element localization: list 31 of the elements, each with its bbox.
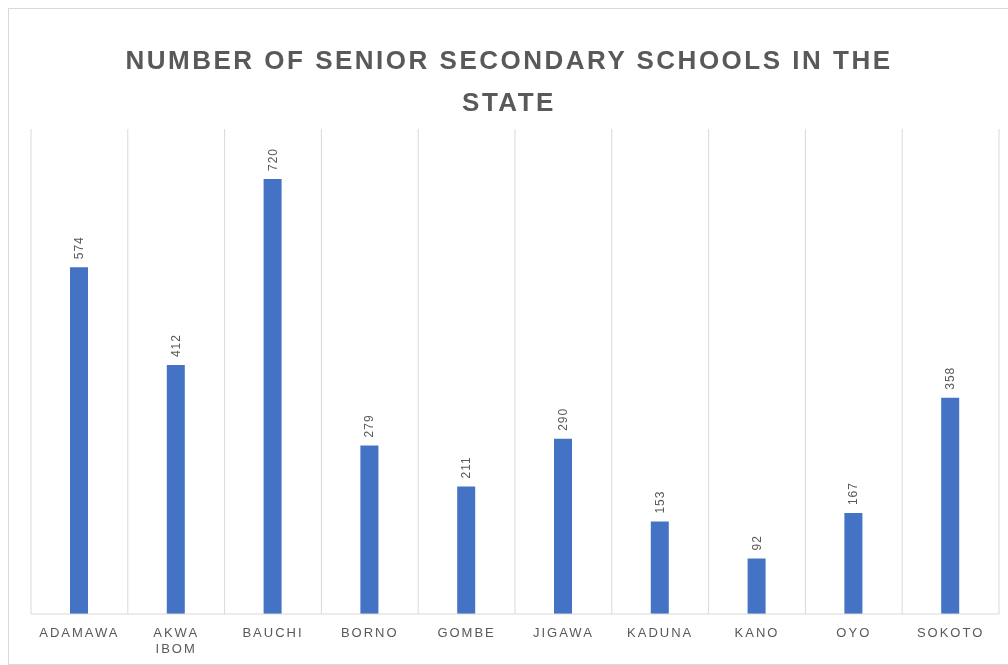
x-tick-label: JIGAWA: [532, 625, 594, 641]
x-tick-label: OYO: [836, 625, 872, 641]
chart-title: NUMBER OF SENIOR SECONDARY SCHOOLS IN THE STATE: [124, 44, 894, 119]
bar: [747, 558, 766, 614]
bar: [457, 486, 476, 614]
data-label: 153: [652, 490, 667, 514]
data-label: 211: [459, 456, 474, 479]
x-tick-label: BAUCHI: [242, 625, 304, 641]
x-tick-label: AKWA IBOM: [153, 625, 200, 657]
data-label: 412: [168, 334, 183, 358]
data-label: 720: [265, 147, 280, 172]
bar: [70, 267, 88, 614]
data-label: 358: [943, 366, 958, 390]
x-tick-label: BORNO: [340, 625, 399, 641]
bar: [554, 438, 572, 614]
bar: [263, 179, 282, 614]
x-tick-label: KADUNA: [627, 625, 694, 641]
data-label: 279: [362, 414, 377, 438]
data-label: 290: [556, 407, 570, 431]
bar: [360, 445, 379, 614]
x-tick-label: KANO: [734, 625, 780, 641]
data-label: 92: [749, 535, 764, 551]
bar: [844, 513, 863, 614]
bar: [941, 397, 960, 614]
data-label: 167: [846, 482, 861, 506]
x-tick-label: ADAMAWA: [39, 625, 120, 641]
bar: [166, 365, 185, 614]
x-tick-label: SOKOTO: [916, 625, 985, 641]
bar: [650, 521, 669, 614]
data-label: 574: [72, 236, 86, 260]
x-tick-label: GOMBE: [437, 625, 496, 641]
